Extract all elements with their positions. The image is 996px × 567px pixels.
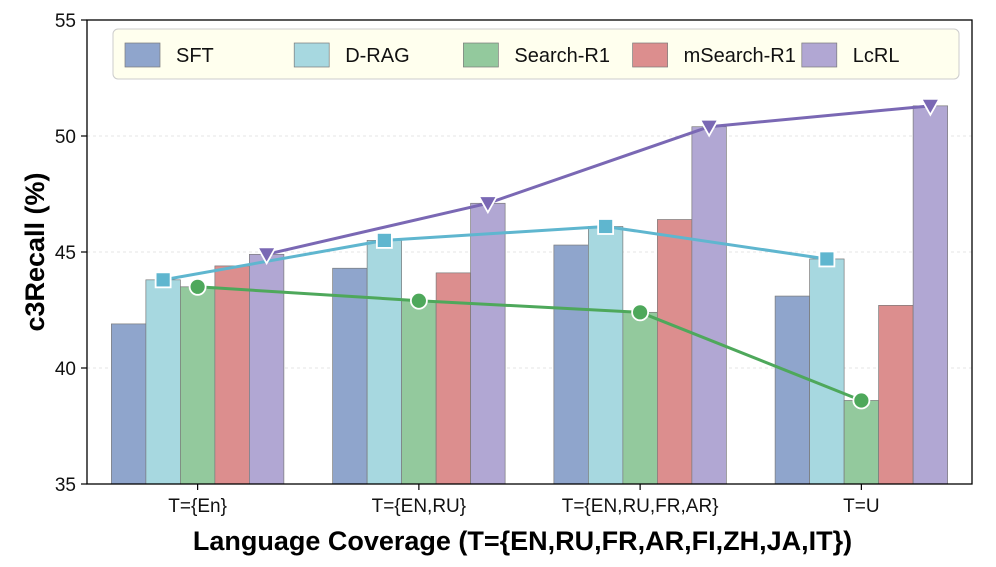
marker-d-rag-1	[154, 271, 172, 289]
bar-sft-3	[553, 244, 589, 485]
marker-search-r1-2	[409, 291, 428, 310]
legend-label-sft: SFT	[176, 45, 214, 67]
x-tick-label-4: T=U	[843, 496, 879, 517]
bar-search-r1-4	[843, 400, 879, 485]
bar-lcrl-3	[691, 126, 727, 485]
bars	[111, 105, 948, 485]
x-axis-title: Language Coverage (T={EN,RU,FR,AR,FI,ZH,…	[193, 526, 852, 556]
marker-d-rag-3	[597, 218, 615, 235]
bar-lcrl-1	[249, 253, 285, 485]
x-tick-label-2: T={EN,RU}	[372, 496, 467, 517]
bar-sft-1	[111, 323, 147, 485]
legend-swatch-lcrl	[801, 42, 838, 68]
y-tick-label-35: 35	[55, 475, 76, 496]
legend-swatch-search-r1	[463, 42, 499, 68]
marker-d-rag-2	[375, 231, 393, 249]
legend: SFT D-RAG Search-R1 mSearch-R1 LcRL	[112, 28, 960, 80]
x-tick-label-3: T={EN,RU,FR,AR}	[562, 496, 719, 517]
y-tick-label-40: 40	[55, 359, 76, 380]
bar-sft-2	[332, 267, 368, 485]
marker-search-r1-3	[631, 303, 650, 322]
legend-swatch-sft	[124, 42, 161, 68]
marker-search-r1-4	[852, 391, 871, 410]
legend-label-msearch-r1: mSearch-R1	[684, 45, 796, 67]
y-axis-title: c3Recall (%)	[20, 172, 50, 331]
legend-label-search-r1: Search-R1	[514, 45, 610, 67]
trend-line-search-r1	[197, 285, 862, 402]
y-tick-label-50: 50	[55, 127, 76, 148]
legend-swatch-msearch-r1	[632, 42, 668, 68]
trend-lines	[154, 97, 941, 410]
marker-lcrl-2	[477, 195, 499, 215]
marker-lcrl-1	[256, 246, 278, 266]
x-tick-label-1: T={En}	[168, 496, 227, 517]
bar-d-rag-3	[588, 226, 624, 485]
bar-d-rag-1	[145, 279, 181, 485]
bar-search-r1-2	[401, 300, 437, 485]
marker-lcrl-3	[698, 118, 720, 138]
bar-lcrl-4	[912, 105, 948, 485]
axis-ticks: 35 40 45 50 55 T={En} T={EN,RU} T={EN,RU,FR,AR}…	[55, 11, 880, 517]
trend-line-lcrl	[266, 104, 931, 256]
bar-msearch-r1-1	[214, 265, 250, 485]
legend-label-lcrl: LcRL	[853, 45, 900, 67]
marker-d-rag-4	[818, 250, 836, 268]
y-tick-label-55: 55	[55, 11, 76, 32]
bar-search-r1-1	[180, 286, 216, 485]
bar-msearch-r1-4	[878, 305, 914, 485]
marker-search-r1-1	[188, 277, 207, 296]
legend-swatch-d-rag	[293, 42, 330, 68]
y-tick-label-45: 45	[55, 243, 76, 264]
trend-line-d-rag	[162, 224, 828, 282]
marker-lcrl-4	[919, 97, 941, 117]
bar-search-r1-3	[622, 311, 658, 485]
bar-msearch-r1-3	[657, 219, 693, 485]
legend-label-d-rag: D-RAG	[345, 45, 409, 67]
bar-msearch-r1-2	[435, 272, 471, 485]
bar-d-rag-4	[809, 258, 845, 485]
bar-lcrl-2	[470, 202, 506, 485]
bar-sft-4	[774, 295, 810, 485]
bar-d-rag-2	[366, 240, 402, 485]
